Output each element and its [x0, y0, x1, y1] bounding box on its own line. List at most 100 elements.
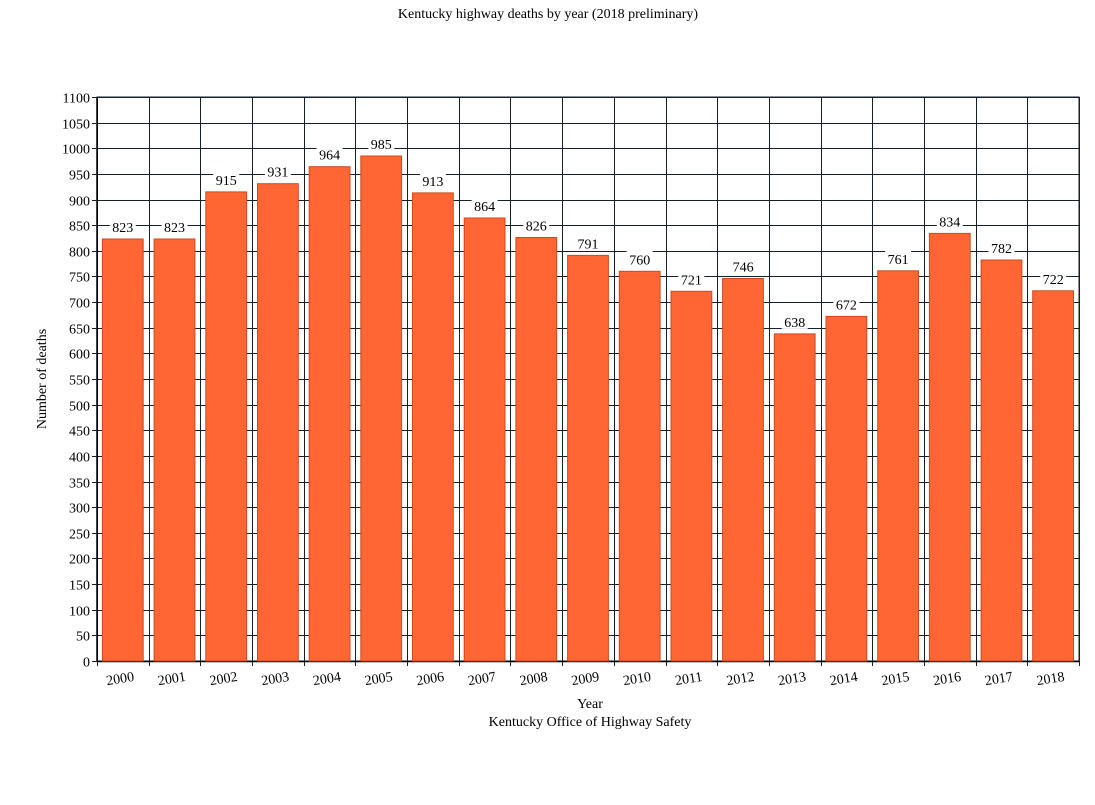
value-label: 722 — [1043, 273, 1064, 288]
x-tick-label: 2010 — [622, 670, 652, 689]
x-tick-label: 2013 — [777, 670, 807, 689]
x-tick-label: 2003 — [260, 670, 290, 689]
bar-2005 — [360, 155, 403, 662]
value-labels: 823 823 915 931 964 985 913 864 826 791 760 721 746 6… — [109, 135, 1067, 331]
value-label: 864 — [474, 200, 495, 215]
y-axis-ticks: 0 50 100 150 200 250 300 350 400 450 500 550 600 650 7… — [62, 92, 97, 671]
bar-2016 — [928, 232, 971, 662]
value-label: 672 — [836, 298, 857, 313]
value-label-bg — [419, 171, 446, 188]
value-label-bg — [523, 216, 550, 233]
y-tick-label: 750 — [69, 271, 90, 286]
bar-2011 — [670, 290, 713, 662]
bar-2006 — [412, 192, 454, 662]
y-tick-label: 1050 — [62, 118, 90, 133]
chart-title: Kentucky highway deaths by year (2018 pr… — [398, 7, 698, 22]
x-tick-label: 2001 — [157, 670, 187, 689]
bar-2013 — [773, 333, 816, 662]
x-tick-label: 2011 — [674, 670, 703, 689]
y-tick-label: 400 — [69, 451, 90, 466]
value-label: 834 — [939, 215, 960, 230]
value-label-bg — [730, 257, 757, 274]
y-tick-label: 850 — [69, 220, 90, 235]
value-label: 823 — [112, 221, 133, 236]
y-tick-label: 1000 — [62, 143, 90, 158]
value-label: 721 — [681, 273, 702, 288]
y-tick-label: 50 — [76, 630, 90, 645]
bar-2015 — [877, 270, 920, 662]
bar-2002 — [205, 191, 248, 662]
value-label: 638 — [784, 316, 805, 331]
y-tick-label: 350 — [69, 477, 90, 492]
value-label: 964 — [319, 149, 340, 164]
y-tick-label: 0 — [83, 656, 90, 671]
value-label: 913 — [422, 175, 443, 190]
x-tick-label: 2002 — [209, 670, 239, 689]
y-tick-label: 500 — [69, 400, 90, 415]
value-label: 931 — [267, 166, 288, 181]
y-tick-label: 950 — [69, 169, 90, 184]
y-tick-label: 450 — [69, 425, 90, 440]
y-tick-label: 800 — [69, 246, 90, 261]
bar-2010 — [618, 270, 661, 662]
y-tick-label: 600 — [69, 348, 90, 363]
y-tick-label: 150 — [69, 579, 90, 594]
bar-2018 — [1032, 290, 1074, 662]
bar-2017 — [980, 259, 1023, 662]
value-label: 791 — [578, 237, 599, 252]
value-label-bg — [988, 239, 1015, 255]
y-tick-label: 100 — [69, 605, 90, 620]
x-tick-label: 2004 — [312, 670, 342, 689]
value-label-bg — [109, 218, 136, 234]
x-tick-label: 2014 — [829, 670, 859, 689]
y-tick-label: 200 — [69, 553, 90, 568]
bar-2008 — [515, 237, 558, 662]
y-tick-label: 250 — [69, 528, 90, 543]
value-label: 761 — [888, 253, 909, 268]
source-note: Kentucky Office of Highway Safety — [489, 715, 692, 730]
value-label-bg — [213, 170, 240, 187]
y-tick-label: 900 — [69, 195, 90, 210]
bar-2000 — [101, 238, 144, 662]
value-label-bg — [885, 249, 912, 266]
value-label-bg — [471, 197, 498, 213]
value-label-bg — [781, 312, 808, 329]
x-tick-label: 2009 — [570, 670, 600, 689]
value-label-bg — [936, 212, 963, 229]
y-tick-label: 650 — [69, 323, 90, 338]
value-label-bg — [161, 218, 188, 234]
y-tick-label: 700 — [69, 297, 90, 312]
bar-2007 — [463, 217, 506, 662]
value-label-bg — [833, 295, 860, 312]
value-label: 985 — [371, 138, 392, 153]
y-tick-label: 300 — [69, 502, 90, 517]
x-axis-label: Year — [577, 697, 603, 712]
bar-2014 — [825, 315, 868, 662]
bar-2012 — [722, 278, 764, 662]
x-tick-label: 2016 — [932, 670, 962, 689]
y-tick-label: 1100 — [63, 92, 90, 107]
x-tick-label: 2006 — [415, 670, 445, 689]
value-label-bg — [678, 270, 705, 287]
value-label: 826 — [526, 220, 547, 235]
value-label-bg — [1040, 269, 1067, 286]
value-label: 823 — [164, 221, 185, 236]
value-label-bg — [368, 135, 395, 151]
value-label: 746 — [733, 261, 754, 276]
x-tick-label: 2018 — [1036, 670, 1066, 689]
value-label-bg — [575, 234, 601, 251]
y-axis-label: Number of deaths — [35, 329, 50, 429]
x-tick-label: 2005 — [364, 670, 394, 689]
x-tick-label: 2007 — [467, 670, 497, 689]
x-tick-label: 2000 — [105, 670, 135, 689]
y-tick-label: 550 — [69, 374, 90, 389]
bars — [101, 155, 1074, 662]
value-label-bg — [316, 145, 343, 162]
x-axis-ticks: 2000 2001 2002 2003 2004 2005 2006 2007 2008 2009… — [105, 670, 1065, 689]
bar-2003 — [257, 183, 299, 662]
x-tick-label: 2008 — [519, 670, 549, 689]
value-label: 760 — [629, 253, 650, 268]
bar-2001 — [153, 238, 196, 662]
bar-2009 — [567, 254, 609, 662]
